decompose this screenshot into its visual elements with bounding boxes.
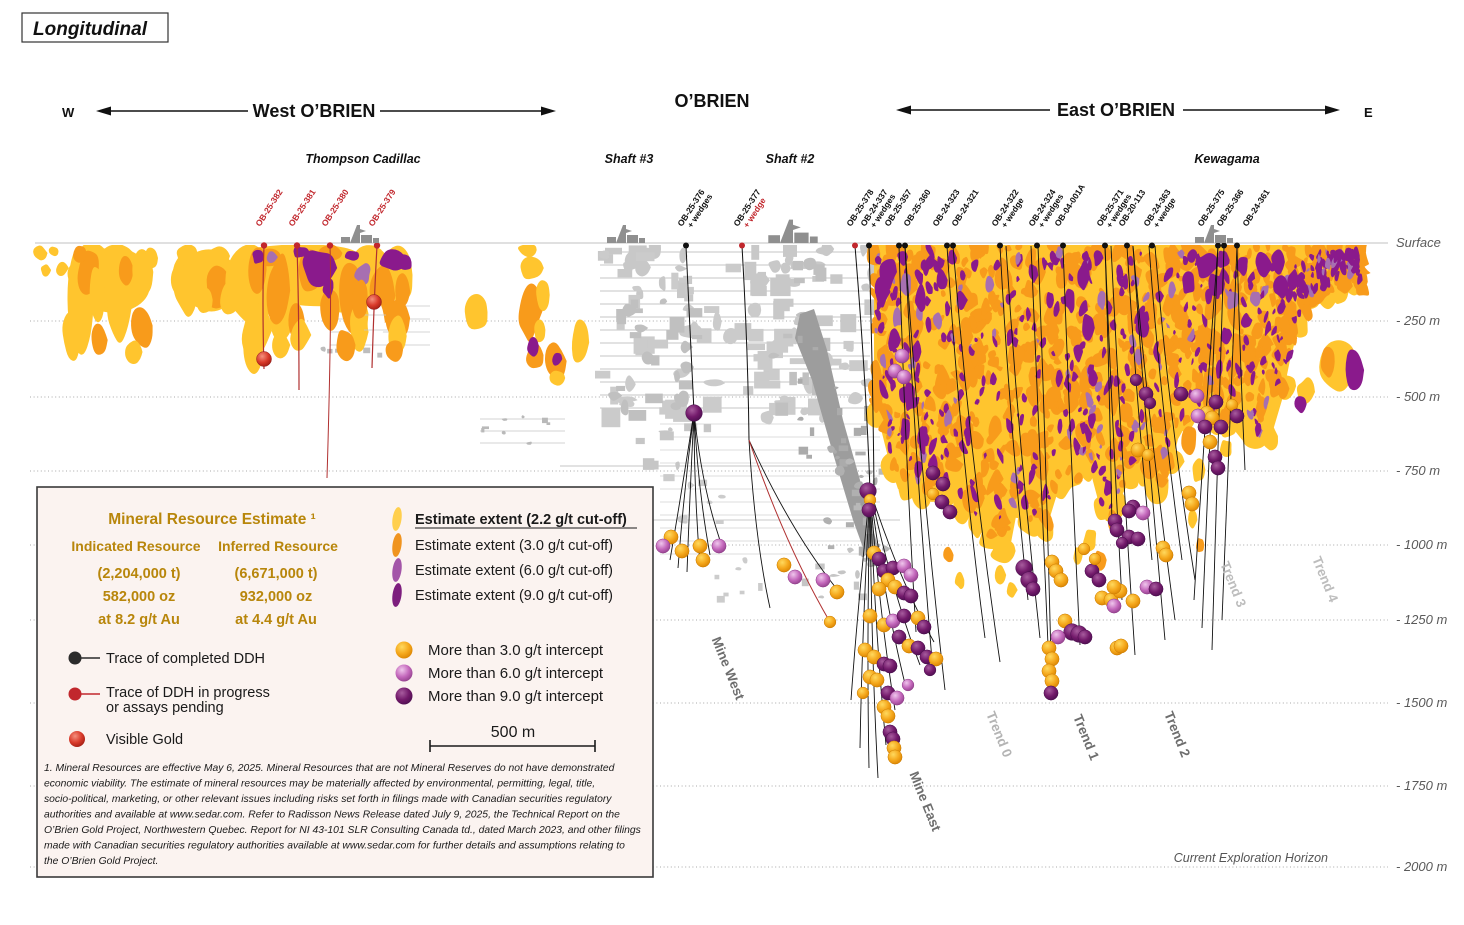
- svg-text:Kewagama: Kewagama: [1194, 152, 1259, 166]
- svg-text:Current Exploration Horizon: Current Exploration Horizon: [1174, 851, 1328, 865]
- svg-text:Shaft #2: Shaft #2: [766, 152, 815, 166]
- svg-text:Thompson Cadillac: Thompson Cadillac: [305, 152, 420, 166]
- svg-text:Trace of DDH in progress: Trace of DDH in progress: [106, 685, 270, 701]
- svg-text:Indicated Resource: Indicated Resource: [71, 538, 200, 554]
- svg-text:More than 6.0 g/t intercept: More than 6.0 g/t intercept: [428, 665, 604, 682]
- svg-text:Visible Gold: Visible Gold: [106, 732, 183, 748]
- svg-text:- 2000 m: - 2000 m: [1396, 859, 1447, 874]
- svg-text:More than 3.0 g/t intercept: More than 3.0 g/t intercept: [428, 642, 604, 659]
- svg-text:932,000 oz: 932,000 oz: [240, 589, 313, 605]
- svg-text:Inferred Resource: Inferred Resource: [218, 538, 338, 554]
- svg-text:(2,204,000 t): (2,204,000 t): [97, 566, 180, 582]
- svg-text:More than 9.0 g/t intercept: More than 9.0 g/t intercept: [428, 688, 604, 705]
- svg-text:West O’BRIEN: West O’BRIEN: [253, 101, 376, 121]
- svg-text:O’BRIEN: O’BRIEN: [674, 91, 749, 111]
- svg-text:W: W: [62, 105, 75, 120]
- svg-text:Estimate extent (6.0 g/t cut-o: Estimate extent (6.0 g/t cut-off): [415, 563, 613, 579]
- svg-text:500 m: 500 m: [491, 724, 535, 741]
- svg-text:Longitudinal: Longitudinal: [33, 19, 148, 40]
- svg-text:- 750 m: - 750 m: [1396, 463, 1440, 478]
- svg-text:Surface: Surface: [1396, 235, 1441, 250]
- svg-text:Estimate extent (2.2 g/t cut-: Estimate extent (2.2 g/t cut-off): [415, 512, 627, 528]
- svg-text:- 250 m: - 250 m: [1396, 313, 1440, 328]
- svg-text:- 1750 m: - 1750 m: [1396, 778, 1447, 793]
- svg-text:economic viability. The estima: economic viability. The estimate of mine…: [44, 779, 595, 790]
- svg-text:Estimate extent (9.0 g/t cut-o: Estimate extent (9.0 g/t cut-off): [415, 588, 613, 604]
- svg-text:authorities and available at w: authorities and available at www.sedar.c…: [44, 810, 620, 821]
- svg-text:or assays pending: or assays pending: [106, 700, 224, 716]
- svg-text:- 500 m: - 500 m: [1396, 389, 1440, 404]
- svg-text:made with Canadian securities: made with Canadian securities regulatory…: [44, 841, 625, 852]
- svg-text:582,000 oz: 582,000 oz: [103, 589, 176, 605]
- svg-text:(6,671,000 t): (6,671,000 t): [234, 566, 317, 582]
- svg-text:the O’Brien Gold Project.: the O’Brien Gold Project.: [44, 856, 158, 867]
- svg-text:at 8.2 g/t Au: at 8.2 g/t Au: [98, 612, 180, 628]
- svg-text:Mineral Resource Estimate ¹: Mineral Resource Estimate ¹: [108, 511, 316, 528]
- svg-text:- 1500 m: - 1500 m: [1396, 695, 1447, 710]
- svg-text:Estimate extent (3.0 g/t cut-: Estimate extent (3.0 g/t cut-off): [415, 538, 613, 554]
- svg-text:at 4.4 g/t Au: at 4.4 g/t Au: [235, 612, 317, 628]
- svg-text:East O’BRIEN: East O’BRIEN: [1057, 100, 1175, 120]
- svg-text:socio-political, marketing, or: socio-political, marketing, or other rel…: [44, 794, 612, 805]
- svg-text:O’Brien Gold Project, Northwes: O’Brien Gold Project, Northwestern Quebe…: [44, 825, 641, 836]
- svg-text:Trace of completed DDH: Trace of completed DDH: [106, 651, 265, 667]
- svg-text:1. Mineral Resources are effec: 1. Mineral Resources are effective May 6…: [44, 763, 616, 774]
- svg-text:- 1250 m: - 1250 m: [1396, 612, 1447, 627]
- svg-text:E: E: [1364, 105, 1373, 120]
- svg-text:- 1000 m: - 1000 m: [1396, 537, 1447, 552]
- svg-text:Shaft #3: Shaft #3: [605, 152, 654, 166]
